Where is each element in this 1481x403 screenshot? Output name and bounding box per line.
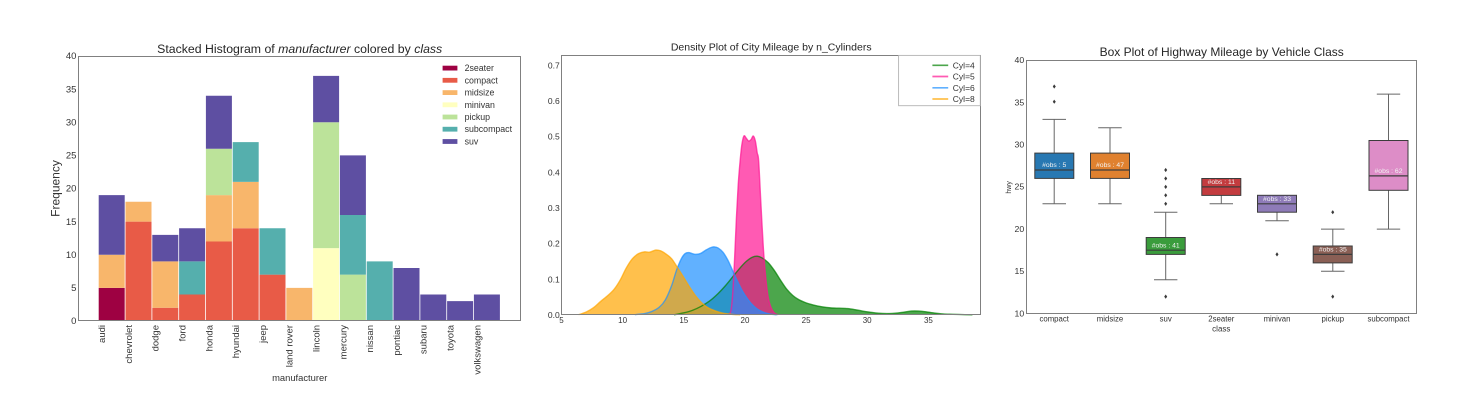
svg-text:#obs : 62: #obs : 62 xyxy=(1375,168,1403,175)
svg-text:toyota: toyota xyxy=(446,324,457,351)
svg-text:2seater: 2seater xyxy=(465,63,494,73)
svg-text:dodge: dodge xyxy=(151,325,162,351)
svg-text:Stacked Histogram of manufactu: Stacked Histogram of manufacturer colore… xyxy=(157,42,442,56)
svg-text:Density Plot of City Mileage b: Density Plot of City Mileage by n_Cylind… xyxy=(671,42,872,54)
svg-text:ford: ford xyxy=(178,325,189,341)
svg-text:10: 10 xyxy=(66,250,77,261)
svg-text:hwy: hwy xyxy=(1006,181,1013,194)
svg-text:0.4: 0.4 xyxy=(548,167,560,177)
svg-text:nissan: nissan xyxy=(365,325,376,352)
svg-text:#obs : 47: #obs : 47 xyxy=(1096,162,1124,169)
svg-text:0.7: 0.7 xyxy=(548,60,560,70)
svg-text:#obs : 5: #obs : 5 xyxy=(1042,162,1066,169)
svg-text:30: 30 xyxy=(1015,140,1025,150)
svg-text:subcompact: subcompact xyxy=(1367,315,1410,324)
svg-text:25: 25 xyxy=(66,151,77,162)
svg-text:land rover: land rover xyxy=(285,325,296,367)
svg-text:35: 35 xyxy=(66,84,77,95)
svg-text:suv: suv xyxy=(1160,315,1172,324)
svg-text:20: 20 xyxy=(1015,224,1025,234)
svg-text:2seater: 2seater xyxy=(1208,315,1234,324)
svg-text:15: 15 xyxy=(1015,266,1025,276)
svg-text:compact: compact xyxy=(465,75,499,85)
svg-text:15: 15 xyxy=(679,316,688,325)
svg-text:0.6: 0.6 xyxy=(548,96,560,106)
svg-text:0.1: 0.1 xyxy=(548,274,560,284)
svg-text:25: 25 xyxy=(1015,182,1025,192)
svg-text:#obs : 33: #obs : 33 xyxy=(1263,196,1291,203)
svg-text:compact: compact xyxy=(1039,315,1069,324)
svg-text:40: 40 xyxy=(66,51,77,62)
svg-text:pickup: pickup xyxy=(1322,315,1345,324)
svg-text:Frequency: Frequency xyxy=(49,160,63,217)
svg-text:Cyl=8: Cyl=8 xyxy=(953,94,975,104)
svg-text:subcompact: subcompact xyxy=(465,124,513,134)
svg-text:5: 5 xyxy=(71,283,76,294)
svg-text:35: 35 xyxy=(1015,97,1025,107)
svg-text:25: 25 xyxy=(802,316,811,325)
svg-text:pontiac: pontiac xyxy=(392,325,403,356)
svg-text:manufacturer: manufacturer xyxy=(272,372,327,383)
svg-text:lincoln: lincoln xyxy=(312,325,323,352)
svg-text:0.2: 0.2 xyxy=(548,239,560,249)
svg-text:mercury: mercury xyxy=(338,325,349,360)
svg-text:midsize: midsize xyxy=(1097,315,1123,324)
svg-text:minivan: minivan xyxy=(465,100,495,110)
svg-text:jeep: jeep xyxy=(258,325,269,344)
svg-text:5: 5 xyxy=(559,316,564,325)
svg-text:midsize: midsize xyxy=(465,88,495,98)
svg-text:#obs : 41: #obs : 41 xyxy=(1152,242,1180,249)
svg-text:0.3: 0.3 xyxy=(548,203,560,213)
svg-text:Cyl=4: Cyl=4 xyxy=(953,60,975,70)
svg-text:pickup: pickup xyxy=(465,112,491,122)
svg-text:0.0: 0.0 xyxy=(548,310,560,320)
svg-text:subaru: subaru xyxy=(419,325,430,354)
svg-text:10: 10 xyxy=(618,316,627,325)
svg-text:0: 0 xyxy=(71,316,76,327)
svg-text:20: 20 xyxy=(66,184,77,195)
svg-text:chevrolet: chevrolet xyxy=(124,325,135,364)
svg-text:Box Plot of Highway Mileage by: Box Plot of Highway Mileage by Vehicle C… xyxy=(1100,45,1344,59)
svg-text:10: 10 xyxy=(1015,308,1025,318)
svg-text:Cyl=6: Cyl=6 xyxy=(953,83,975,93)
svg-text:class: class xyxy=(1212,324,1230,333)
svg-text:15: 15 xyxy=(66,217,77,228)
svg-text:#obs : 11: #obs : 11 xyxy=(1208,179,1236,186)
svg-text:20: 20 xyxy=(741,316,750,325)
svg-text:minivan: minivan xyxy=(1264,315,1291,324)
svg-text:30: 30 xyxy=(66,118,77,129)
svg-text:Cyl=5: Cyl=5 xyxy=(953,72,975,82)
svg-text:30: 30 xyxy=(863,316,872,325)
svg-text:hyundai: hyundai xyxy=(231,325,242,358)
svg-text:#obs : 35: #obs : 35 xyxy=(1319,247,1347,254)
svg-text:40: 40 xyxy=(1015,55,1025,65)
svg-text:audi: audi xyxy=(97,325,108,343)
svg-text:honda: honda xyxy=(204,324,215,351)
svg-text:suv: suv xyxy=(465,137,479,147)
svg-text:volkswagen: volkswagen xyxy=(472,325,483,375)
svg-text:0.5: 0.5 xyxy=(548,132,560,142)
svg-text:35: 35 xyxy=(924,316,933,325)
